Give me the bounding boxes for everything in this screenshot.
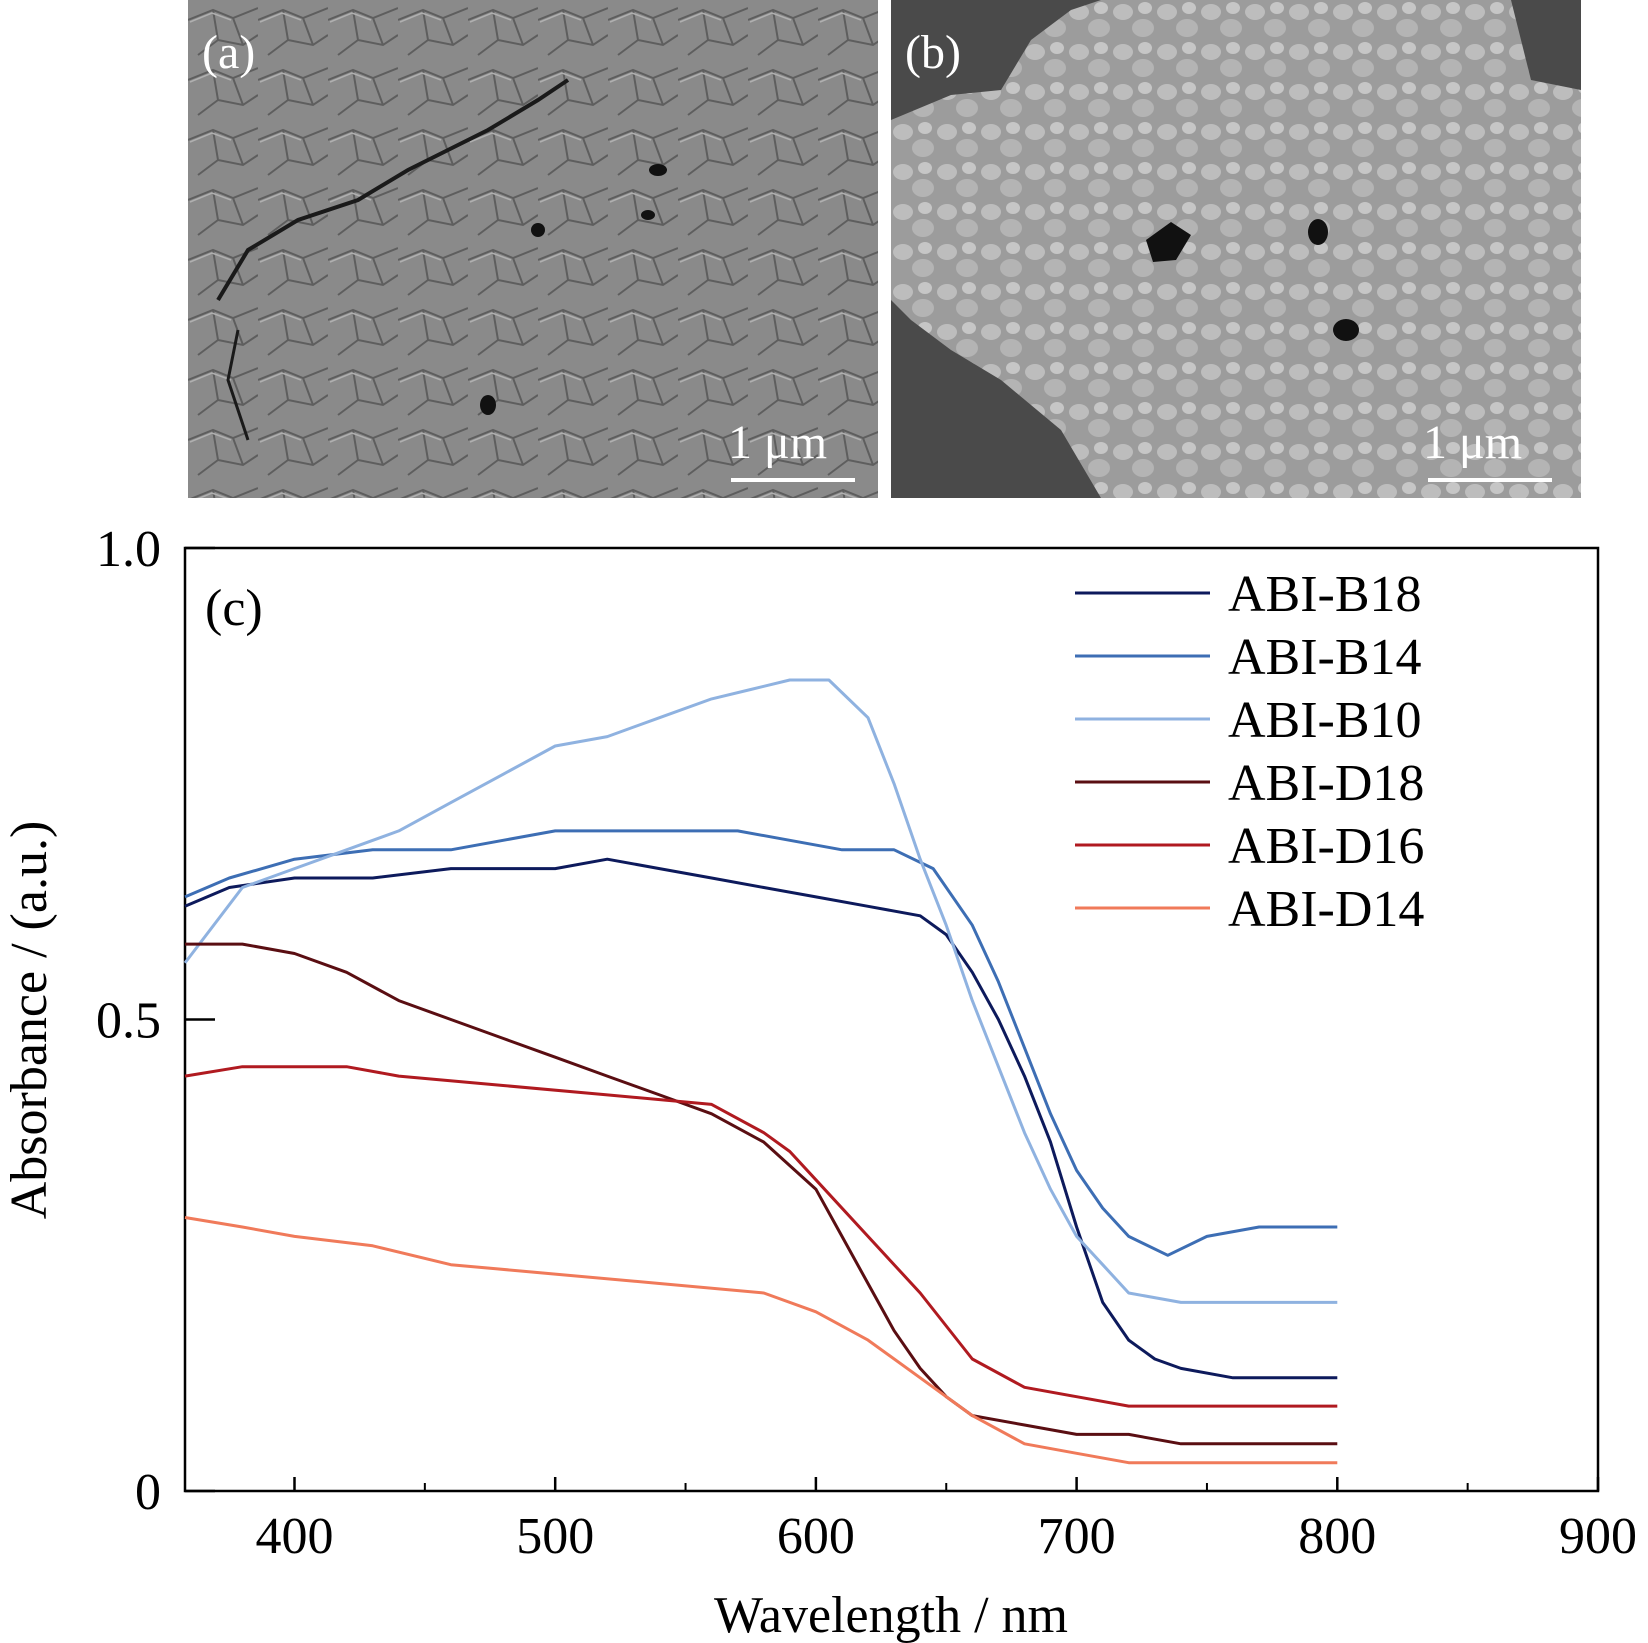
series-line-abi-b14 xyxy=(184,829,1338,1257)
scale-bar-a-label: 1 μm xyxy=(728,416,827,469)
panel-b-label: (b) xyxy=(905,26,961,79)
series-line-abi-d16 xyxy=(184,1065,1338,1408)
series-line-abi-b10 xyxy=(183,678,1338,1304)
x-tick-label: 700 xyxy=(1038,1508,1116,1565)
x-tick-label: 600 xyxy=(777,1508,855,1565)
x-tick-label: 400 xyxy=(255,1508,333,1565)
scale-bar-b xyxy=(1428,478,1552,482)
legend: ABI-B18 ABI-B14 ABI-B10 ABI-D18 ABI-D16 ABI-D… xyxy=(1075,566,1424,938)
x-tick-label: 900 xyxy=(1559,1508,1637,1565)
series-line-abi-b18 xyxy=(184,857,1338,1380)
panel-a-label: (a) xyxy=(202,26,255,79)
panel-c-label: (c) xyxy=(205,580,263,637)
x-axis-label: Wavelength / nm xyxy=(714,1587,1068,1643)
legend-label: ABI-D14 xyxy=(1228,881,1424,938)
scale-bar-a xyxy=(731,478,855,482)
sem-image-b: (b) 1 μm xyxy=(891,0,1581,498)
sem-image-a: (a) 1 μm xyxy=(188,0,878,498)
x-axis: 400 500 600 700 800 900 xyxy=(255,1477,1637,1565)
legend-label: ABI-B18 xyxy=(1228,566,1422,623)
y-axis: 0 0.5 1.0 xyxy=(96,521,215,1521)
x-tick-label: 500 xyxy=(516,1508,594,1565)
legend-label: ABI-D16 xyxy=(1228,818,1424,875)
series-lines xyxy=(183,678,1338,1465)
y-tick-label: 0.5 xyxy=(96,993,161,1050)
y-tick-label: 1.0 xyxy=(96,521,161,578)
y-tick-label: 0 xyxy=(135,1464,161,1521)
series-line-abi-d14 xyxy=(184,1216,1338,1465)
legend-label: ABI-B10 xyxy=(1228,692,1422,749)
legend-label: ABI-D18 xyxy=(1228,755,1424,812)
plot-frame xyxy=(183,546,1600,1493)
x-tick-label: 800 xyxy=(1298,1508,1376,1565)
y-axis-label: Absorbance / (a.u.) xyxy=(1,821,58,1220)
legend-label: ABI-B14 xyxy=(1228,629,1422,686)
scale-bar-b-label: 1 μm xyxy=(1423,416,1522,469)
series-line-abi-d18 xyxy=(185,942,1338,1446)
